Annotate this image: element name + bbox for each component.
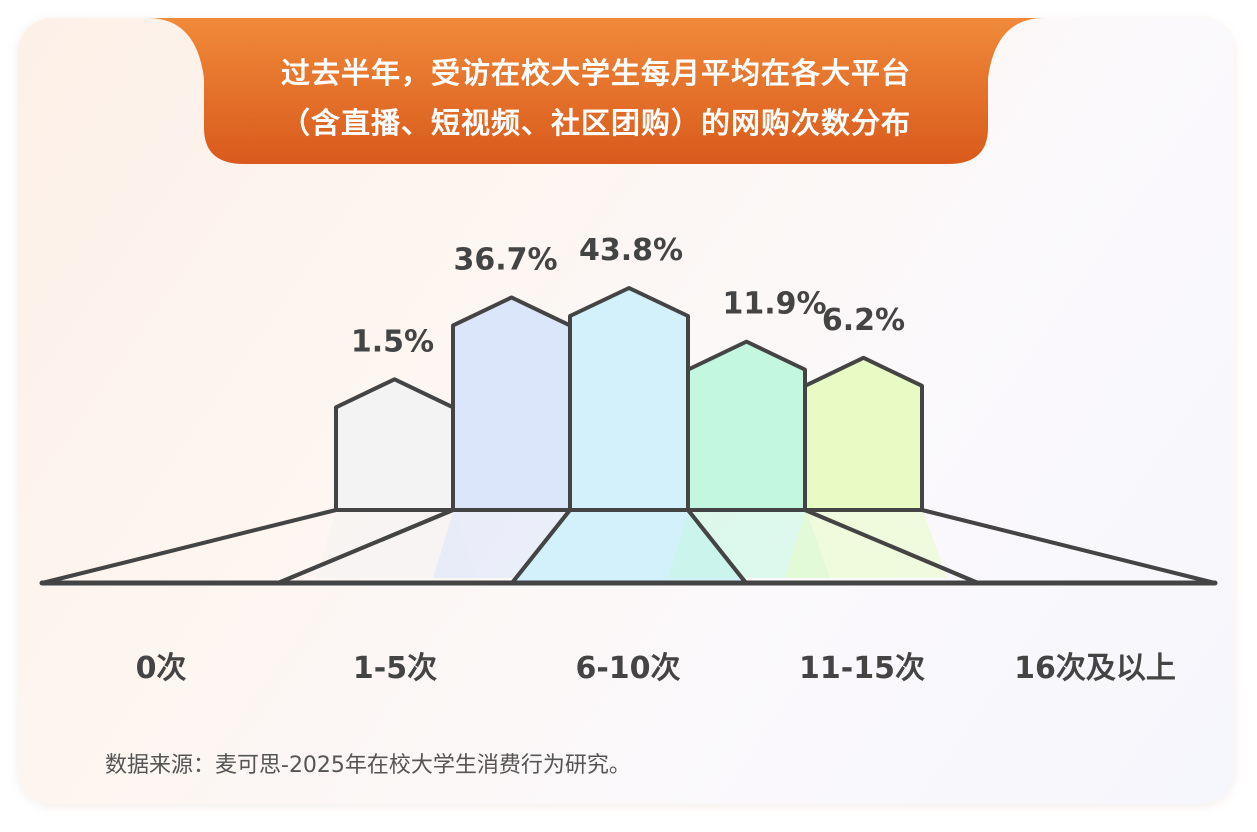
bar-1 — [451, 295, 572, 512]
category-label-0: 0次 — [136, 651, 187, 686]
value-label-0: 1.5% — [351, 324, 434, 359]
bar-0 — [334, 377, 455, 512]
category-label-2: 6-10次 — [575, 651, 680, 686]
value-label-2: 43.8% — [579, 233, 683, 268]
title-banner — [148, 18, 1044, 164]
bar-4 — [803, 355, 924, 512]
chart-title-line-2: （含直播、短视频、社区团购）的网购次数分布 — [280, 106, 911, 140]
value-label-4: 6.2% — [822, 303, 905, 338]
chart-title-line-1: 过去半年，受访在校大学生每月平均在各大平台 — [280, 56, 911, 90]
category-label-1: 1-5次 — [353, 651, 437, 686]
bar-3 — [686, 339, 807, 512]
category-label-4: 16次及以上 — [1014, 651, 1176, 686]
category-label-3: 11-15次 — [799, 651, 925, 686]
value-label-1: 36.7% — [453, 242, 557, 277]
value-label-3: 11.9% — [722, 287, 826, 322]
bar-2 — [568, 286, 690, 512]
source-note: 数据来源：麦可思-2025年在校大学生消费行为研究。 — [105, 753, 631, 778]
